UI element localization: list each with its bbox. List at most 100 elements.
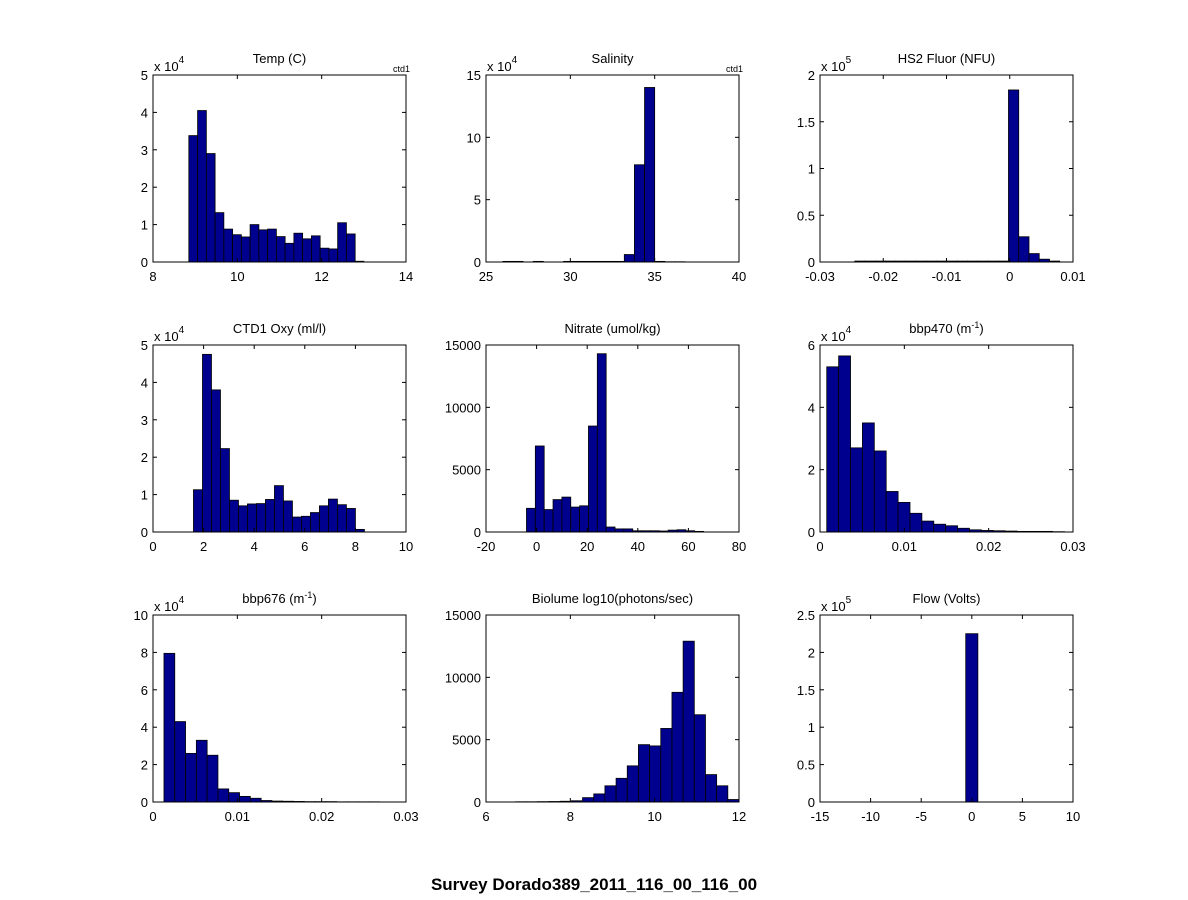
axes-background xyxy=(820,615,1073,802)
histogram-bar xyxy=(337,504,347,533)
x-tick-label: 0 xyxy=(1006,269,1013,284)
x-tick-label: 8 xyxy=(567,809,574,824)
histogram-bar xyxy=(292,516,302,533)
histogram-bar xyxy=(197,110,207,263)
x-tick-label: 0 xyxy=(149,809,156,824)
subplot-title: bbp470 (m-1) xyxy=(909,320,984,336)
histogram-bar xyxy=(232,234,242,263)
y-tick-label: 5 xyxy=(474,193,481,208)
histogram-bar xyxy=(693,714,706,803)
x-tick-label: 12 xyxy=(314,269,328,284)
histogram-bar xyxy=(328,248,339,263)
histogram-bar xyxy=(965,633,979,803)
axes-frame xyxy=(152,614,407,803)
histogram-bar xyxy=(588,425,598,533)
corner-label: ctd1 xyxy=(726,64,743,74)
y-tick-label: 10000 xyxy=(445,400,481,415)
x-tick-label: 5 xyxy=(1019,809,1026,824)
histogram-bar xyxy=(593,793,606,803)
histogram-bar xyxy=(195,739,208,803)
x-tick-label: 8 xyxy=(352,539,359,554)
y-tick-label: 5000 xyxy=(452,463,481,478)
histogram-bar xyxy=(945,525,958,533)
histogram-bar xyxy=(638,744,651,803)
y-tick-label: 3 xyxy=(141,143,148,158)
histogram-bar xyxy=(188,135,198,263)
subplot-title: Salinity xyxy=(592,51,634,66)
y-tick-label: 6 xyxy=(808,338,815,353)
histogram-bar xyxy=(826,366,840,533)
x-tick-label: 12 xyxy=(732,809,746,824)
y-tick-label: 10 xyxy=(467,130,481,145)
axis-exponent-label: x 105 xyxy=(821,595,852,614)
y-tick-label: 2 xyxy=(808,463,815,478)
histogram-bar xyxy=(319,505,329,533)
y-tick-label: 0 xyxy=(808,795,815,810)
subplot-title: CTD1 Oxy (ml/l) xyxy=(233,321,326,336)
x-tick-label: -20 xyxy=(477,539,496,554)
histogram-bar xyxy=(238,505,248,533)
y-tick-label: 0.5 xyxy=(797,208,815,223)
subplot-9: -15 -10 -5 0 5 10 0 0.5 1 1.5 2 2.5 Flow (Volts) x 10… xyxy=(797,591,1080,824)
histogram-bar xyxy=(185,752,197,803)
y-tick-label: 15000 xyxy=(445,338,481,353)
axes-frame xyxy=(485,614,740,803)
y-tick-label: 1 xyxy=(808,162,815,177)
y-tick-label: 15 xyxy=(467,68,481,83)
x-tick-label: -5 xyxy=(915,809,927,824)
y-tick-label: 4 xyxy=(141,375,148,390)
x-tick-label: 6 xyxy=(301,539,308,554)
x-tick-label: 0.01 xyxy=(225,809,250,824)
y-tick-label: 0 xyxy=(808,525,815,540)
subplot-4: 0 2 4 6 8 10 0 1 2 3 4 5 CTD1 Oxy (ml/l) x 104 xyxy=(141,321,413,554)
title-superscript: -1 xyxy=(971,320,979,330)
y-tick-label: 1 xyxy=(141,218,148,233)
y-tick-label: 2 xyxy=(141,450,148,465)
histogram-bar xyxy=(163,652,176,803)
x-tick-label: 0.02 xyxy=(976,539,1001,554)
histogram-bar xyxy=(682,640,695,803)
axis-exponent-label: x 104 xyxy=(154,595,185,614)
subplot-title: Biolume log10(photons/sec) xyxy=(532,591,693,606)
subplot-title: bbp676 (m-1) xyxy=(242,590,317,606)
histogram-bar xyxy=(206,754,219,803)
histogram-bar xyxy=(256,503,266,533)
histogram-bar xyxy=(293,232,304,263)
x-tick-label: -0.03 xyxy=(805,269,835,284)
histogram-bar xyxy=(660,728,673,803)
histogram-bar xyxy=(328,498,338,533)
x-tick-label: 0 xyxy=(533,539,540,554)
y-tick-label: 1 xyxy=(808,720,815,735)
histogram-bar xyxy=(265,499,275,533)
histogram-bar xyxy=(873,450,887,533)
y-tick-label: 15000 xyxy=(445,608,481,623)
histogram-bar xyxy=(214,212,225,263)
y-tick-label: 0.5 xyxy=(797,758,815,773)
y-tick-label: 4 xyxy=(141,720,148,735)
subplot-title: Temp (C) xyxy=(253,51,306,66)
x-tick-label: 10 xyxy=(1066,809,1080,824)
histogram-bar xyxy=(174,721,186,803)
x-tick-label: 0 xyxy=(149,539,156,554)
axis-exponent-label: x 104 xyxy=(154,55,185,74)
subplot-3: -0.03 -0.02 -0.01 0 0.01 0 0.5 1 1.5 2 HS2 Fluor (… xyxy=(797,51,1086,284)
histogram-bar xyxy=(885,491,899,533)
y-tick-label: 5000 xyxy=(452,733,481,748)
y-tick-label: 5 xyxy=(141,68,148,83)
x-tick-label: 35 xyxy=(647,269,661,284)
histogram-bar xyxy=(239,795,251,803)
y-tick-label: 2.5 xyxy=(797,608,815,623)
y-tick-label: 4 xyxy=(141,105,148,120)
histogram-bar xyxy=(229,499,239,533)
x-tick-label: 0.03 xyxy=(1060,539,1085,554)
y-tick-label: 5 xyxy=(141,338,148,353)
corner-label: ctd1 xyxy=(393,64,410,74)
y-tick-label: 0 xyxy=(141,255,148,270)
x-tick-label: 4 xyxy=(251,539,258,554)
histogram-bar xyxy=(346,508,356,533)
histogram-bar xyxy=(626,765,639,803)
x-tick-label: 80 xyxy=(732,539,746,554)
x-tick-label: 60 xyxy=(681,539,695,554)
histogram-bar xyxy=(605,526,616,533)
axes-frame xyxy=(152,344,407,533)
